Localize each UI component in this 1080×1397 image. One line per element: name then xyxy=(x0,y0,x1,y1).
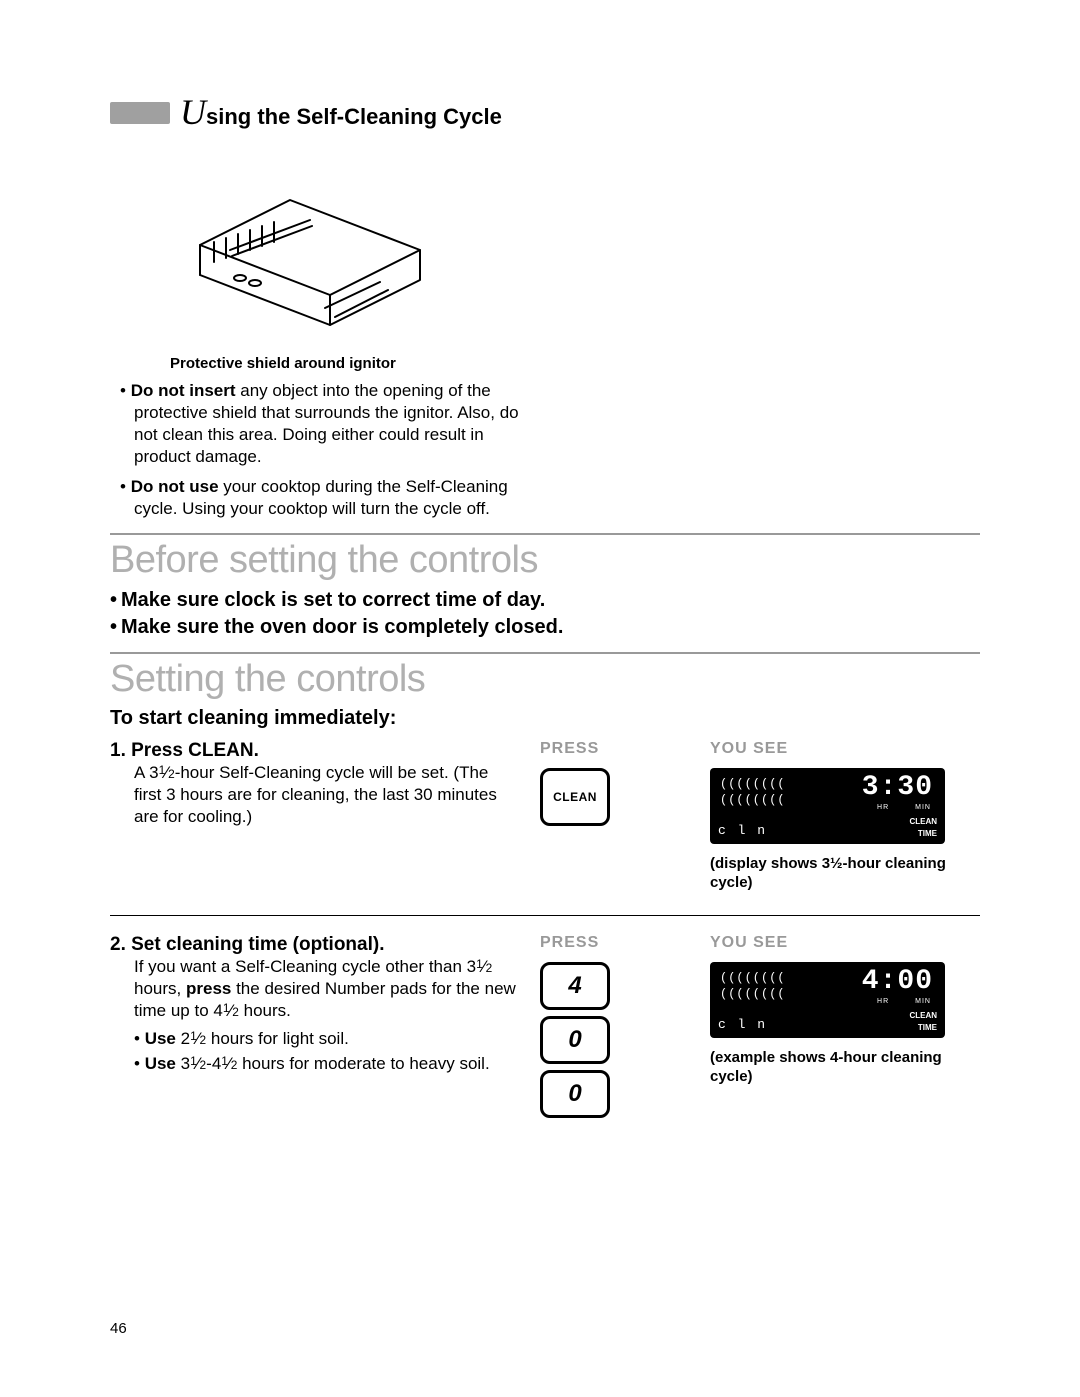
clean-button[interactable]: CLEAN xyxy=(540,768,610,826)
step2-body-a: If you want a Self-Cleaning cycle other … xyxy=(134,957,476,976)
step-row-2: 2. Set cleaning time (optional). If you … xyxy=(110,934,980,1140)
display-time-label: TIME xyxy=(909,1022,937,1034)
hr-label: HR xyxy=(877,804,889,811)
step2-press-col: PRESS 4 0 0 xyxy=(540,934,710,1118)
min-label: MIN xyxy=(915,998,931,1005)
step1-caption: (display shows 3½-hour cleaning cycle) xyxy=(710,854,970,893)
step2-body-d: hours. xyxy=(239,1001,291,1020)
title-dropcap: U xyxy=(180,100,206,125)
page-title: sing the Self-Cleaning Cycle xyxy=(206,104,502,130)
checklist-item-clock: Make sure clock is set to correct time o… xyxy=(110,588,980,613)
before-checklist: Make sure clock is set to correct time o… xyxy=(110,588,980,640)
burner-row: (((((((( xyxy=(720,986,786,1003)
page-number: 46 xyxy=(110,1320,127,1337)
press-label: PRESS xyxy=(540,934,710,952)
step-row-1: 1. Press CLEAN. A 31⁄2-hour Self-Cleanin… xyxy=(110,740,980,916)
step1-title: 1. Press CLEAN. xyxy=(110,740,520,762)
step1-text: 1. Press CLEAN. A 31⁄2-hour Self-Cleanin… xyxy=(110,740,540,828)
step2-sub2-b: hours for moderate to heavy soil. xyxy=(237,1054,489,1073)
step2-sub1-a: 2 xyxy=(176,1029,190,1048)
step2-sub2-mid: -4 xyxy=(206,1054,221,1073)
burner-row: (((((((( xyxy=(720,776,786,793)
step2-title: 2. Set cleaning time (optional). xyxy=(110,934,520,956)
display-clean-label: CLEAN xyxy=(909,816,937,828)
to-start-heading: To start cleaning immediately: xyxy=(110,707,980,730)
burner-icons: (((((((( (((((((( xyxy=(720,970,786,1004)
hr-min-labels: HR MIN xyxy=(877,998,931,1005)
min-label: MIN xyxy=(915,804,931,811)
press-label: PRESS xyxy=(540,740,710,758)
step2-yousee-col: YOU SEE (((((((( (((((((( c l n 4:00 HR M… xyxy=(710,934,970,1087)
warning-insert-bold: Do not insert xyxy=(131,381,236,400)
display-time-2: 4:00 xyxy=(862,966,933,997)
divider xyxy=(110,533,980,535)
hr-min-labels: HR MIN xyxy=(877,804,931,811)
step2-sub2-use: Use xyxy=(145,1054,176,1073)
oven-display-2: (((((((( (((((((( c l n 4:00 HR MIN CLEAN… xyxy=(710,962,945,1038)
checklist-item-door: Make sure the oven door is completely cl… xyxy=(110,615,980,640)
ignitor-caption: Protective shield around ignitor xyxy=(170,355,980,372)
step2-sub2-a: 3 xyxy=(176,1054,190,1073)
display-time-label: TIME xyxy=(909,828,937,840)
burner-icons: (((((((( (((((((( xyxy=(720,776,786,810)
step2-sub1-use: Use xyxy=(145,1029,176,1048)
burner-row: (((((((( xyxy=(720,792,786,809)
warning-use: Do not use your cooktop during the Self-… xyxy=(120,476,540,520)
hr-label: HR xyxy=(877,998,889,1005)
oven-display-1: (((((((( (((((((( c l n 3:30 HR MIN CLEAN… xyxy=(710,768,945,844)
ignitor-illustration xyxy=(170,190,460,340)
cln-indicator: c l n xyxy=(718,1017,767,1032)
step2-sub1: Use 21⁄2 hours for light soil. xyxy=(134,1028,520,1051)
number-button-0[interactable]: 0 xyxy=(540,1070,610,1118)
burner-row: (((((((( xyxy=(720,970,786,987)
step1-body-b: -hour Self-Cleaning cycle will be set. (… xyxy=(134,763,497,826)
step1-press-col: PRESS CLEAN xyxy=(540,740,710,826)
step1-body-a: A 3 xyxy=(134,763,159,782)
number-button-4[interactable]: 4 xyxy=(540,962,610,1010)
display-clean-label: CLEAN xyxy=(909,1010,937,1022)
yousee-label: YOU SEE xyxy=(710,934,970,952)
cln-indicator: c l n xyxy=(718,823,767,838)
warning-insert: Do not insert any object into the openin… xyxy=(120,380,540,468)
display-time-1: 3:30 xyxy=(862,772,933,803)
step2-press-word: press xyxy=(186,979,231,998)
display-mode-labels: CLEAN TIME xyxy=(909,816,937,840)
section-before-heading: Before setting the controls xyxy=(110,539,980,582)
step2-body-b: hours, xyxy=(134,979,186,998)
yousee-label: YOU SEE xyxy=(710,740,970,758)
number-pad: 4 0 0 xyxy=(540,962,710,1118)
warning-list: Do not insert any object into the openin… xyxy=(120,380,540,521)
step2-caption: (example shows 4-hour cleaning cycle) xyxy=(710,1048,970,1087)
page-header: U sing the Self-Cleaning Cycle xyxy=(110,100,980,130)
divider xyxy=(110,652,980,654)
section-setting-heading: Setting the controls xyxy=(110,658,980,701)
step2-text: 2. Set cleaning time (optional). If you … xyxy=(110,934,540,1078)
number-button-0[interactable]: 0 xyxy=(540,1016,610,1064)
step1-body: A 31⁄2-hour Self-Cleaning cycle will be … xyxy=(110,762,520,828)
warning-use-bold: Do not use xyxy=(131,477,219,496)
brand-logo xyxy=(110,102,170,124)
step2-sub1-b: hours for light soil. xyxy=(206,1029,349,1048)
step1-yousee-col: YOU SEE (((((((( (((((((( c l n 3:30 HR M… xyxy=(710,740,970,893)
step2-sublist: Use 21⁄2 hours for light soil. Use 31⁄2-… xyxy=(110,1028,520,1076)
display-mode-labels: CLEAN TIME xyxy=(909,1010,937,1034)
step2-sub2: Use 31⁄2-41⁄2 hours for moderate to heav… xyxy=(134,1053,520,1076)
step2-body: If you want a Self-Cleaning cycle other … xyxy=(110,956,520,1022)
